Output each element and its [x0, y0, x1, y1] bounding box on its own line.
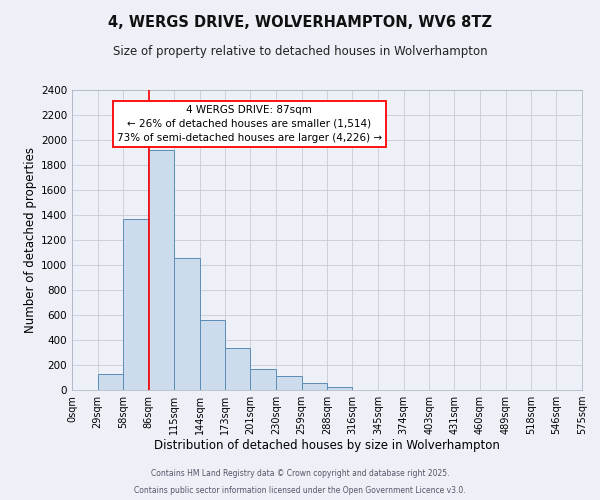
Text: Contains public sector information licensed under the Open Government Licence v3: Contains public sector information licen… [134, 486, 466, 495]
Bar [276, 376, 302, 390]
X-axis label: Distribution of detached houses by size in Wolverhampton: Distribution of detached houses by size … [154, 438, 500, 452]
Bar [174, 258, 200, 390]
Text: 4 WERGS DRIVE: 87sqm
← 26% of detached houses are smaller (1,514)
73% of semi-de: 4 WERGS DRIVE: 87sqm ← 26% of detached h… [117, 105, 382, 143]
Bar [124, 219, 148, 390]
Bar [148, 150, 174, 390]
Text: Contains HM Land Registry data © Crown copyright and database right 2025.: Contains HM Land Registry data © Crown c… [151, 468, 449, 477]
Bar [226, 348, 250, 390]
Bar [302, 382, 328, 390]
Bar [200, 320, 226, 390]
Bar [98, 374, 124, 390]
Bar [250, 370, 276, 390]
Bar [328, 387, 352, 390]
Y-axis label: Number of detached properties: Number of detached properties [24, 147, 37, 333]
Text: 4, WERGS DRIVE, WOLVERHAMPTON, WV6 8TZ: 4, WERGS DRIVE, WOLVERHAMPTON, WV6 8TZ [108, 15, 492, 30]
Text: Size of property relative to detached houses in Wolverhampton: Size of property relative to detached ho… [113, 45, 487, 58]
